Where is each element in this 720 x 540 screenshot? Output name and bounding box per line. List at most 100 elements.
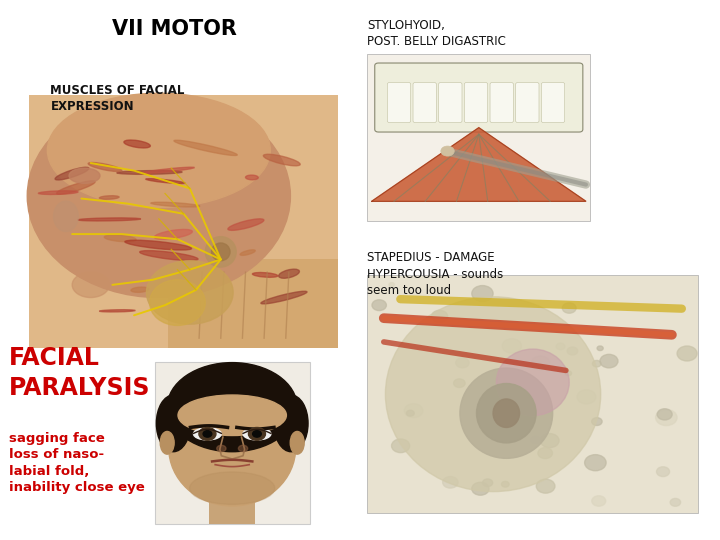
- Ellipse shape: [27, 94, 290, 298]
- Circle shape: [502, 339, 521, 353]
- Ellipse shape: [99, 310, 135, 312]
- Ellipse shape: [246, 175, 258, 180]
- Ellipse shape: [117, 171, 182, 174]
- FancyBboxPatch shape: [29, 94, 338, 348]
- Text: MUSCLES OF FACIAL
EXPRESSION: MUSCLES OF FACIAL EXPRESSION: [50, 84, 185, 113]
- Ellipse shape: [168, 389, 296, 506]
- Ellipse shape: [205, 237, 236, 267]
- Ellipse shape: [48, 93, 270, 207]
- Ellipse shape: [240, 250, 255, 255]
- Ellipse shape: [189, 472, 275, 504]
- Circle shape: [540, 434, 559, 448]
- Circle shape: [372, 300, 387, 310]
- Ellipse shape: [131, 287, 149, 292]
- Ellipse shape: [441, 146, 454, 156]
- FancyBboxPatch shape: [209, 495, 256, 524]
- Circle shape: [670, 498, 680, 507]
- Circle shape: [203, 430, 212, 437]
- Circle shape: [431, 310, 448, 322]
- Ellipse shape: [57, 181, 95, 194]
- Ellipse shape: [212, 243, 230, 261]
- Circle shape: [656, 409, 677, 426]
- Circle shape: [482, 479, 492, 487]
- Circle shape: [531, 436, 541, 444]
- FancyBboxPatch shape: [490, 83, 513, 123]
- FancyBboxPatch shape: [438, 83, 462, 123]
- Circle shape: [565, 371, 572, 376]
- Circle shape: [456, 357, 469, 368]
- Circle shape: [404, 403, 423, 417]
- Circle shape: [248, 428, 266, 440]
- Circle shape: [536, 479, 555, 493]
- FancyBboxPatch shape: [367, 54, 590, 221]
- Ellipse shape: [55, 167, 89, 180]
- Circle shape: [199, 428, 216, 440]
- Text: FACIAL
PARALYSIS: FACIAL PARALYSIS: [9, 346, 150, 400]
- Ellipse shape: [125, 240, 192, 250]
- Ellipse shape: [290, 431, 304, 454]
- Circle shape: [472, 482, 489, 495]
- FancyBboxPatch shape: [367, 275, 698, 513]
- Ellipse shape: [238, 445, 248, 451]
- Circle shape: [501, 481, 509, 487]
- Ellipse shape: [178, 395, 287, 435]
- Circle shape: [454, 379, 465, 388]
- Ellipse shape: [143, 167, 194, 173]
- Circle shape: [472, 286, 493, 301]
- Circle shape: [593, 360, 601, 367]
- FancyBboxPatch shape: [168, 260, 338, 348]
- Ellipse shape: [167, 363, 297, 451]
- Ellipse shape: [156, 395, 190, 451]
- Ellipse shape: [194, 428, 221, 440]
- Ellipse shape: [477, 383, 536, 443]
- Ellipse shape: [104, 235, 136, 242]
- Circle shape: [677, 346, 697, 361]
- Circle shape: [406, 410, 414, 416]
- Text: STAPEDIUS - DAMAGE
HYPERCOUSIA - sounds
seem too loud: STAPEDIUS - DAMAGE HYPERCOUSIA - sounds …: [367, 251, 503, 297]
- Ellipse shape: [150, 280, 205, 326]
- Ellipse shape: [264, 154, 300, 166]
- Ellipse shape: [385, 297, 600, 491]
- Ellipse shape: [146, 179, 185, 184]
- Ellipse shape: [274, 395, 308, 451]
- Circle shape: [597, 346, 603, 350]
- Polygon shape: [372, 127, 586, 201]
- Ellipse shape: [279, 269, 300, 278]
- Circle shape: [585, 455, 606, 471]
- Circle shape: [567, 347, 578, 355]
- Ellipse shape: [161, 431, 174, 454]
- Ellipse shape: [124, 140, 150, 148]
- Ellipse shape: [217, 445, 226, 451]
- Circle shape: [657, 467, 670, 477]
- Circle shape: [531, 356, 550, 370]
- Circle shape: [443, 476, 458, 488]
- FancyBboxPatch shape: [516, 83, 539, 123]
- Circle shape: [562, 303, 576, 313]
- Ellipse shape: [261, 291, 307, 304]
- Ellipse shape: [53, 201, 78, 232]
- Text: STYLOHYOID,
POST. BELLY DIGASTRIC: STYLOHYOID, POST. BELLY DIGASTRIC: [367, 19, 506, 49]
- Circle shape: [538, 448, 552, 458]
- Ellipse shape: [146, 261, 233, 324]
- Ellipse shape: [78, 218, 140, 221]
- FancyBboxPatch shape: [374, 63, 583, 132]
- Ellipse shape: [174, 140, 237, 156]
- Text: sagging face
loss of naso-
labial fold,
inability close eye: sagging face loss of naso- labial fold, …: [9, 432, 145, 495]
- Ellipse shape: [88, 163, 122, 172]
- Circle shape: [253, 430, 261, 437]
- Circle shape: [392, 439, 410, 453]
- Ellipse shape: [154, 230, 192, 239]
- Ellipse shape: [99, 195, 119, 199]
- Ellipse shape: [140, 251, 198, 260]
- Circle shape: [577, 390, 596, 404]
- Ellipse shape: [38, 191, 78, 194]
- Text: VII MOTOR: VII MOTOR: [112, 19, 236, 39]
- Circle shape: [592, 496, 606, 506]
- FancyBboxPatch shape: [413, 83, 436, 123]
- Ellipse shape: [253, 273, 278, 278]
- Circle shape: [600, 354, 618, 368]
- Circle shape: [389, 282, 395, 287]
- Circle shape: [556, 343, 565, 350]
- Ellipse shape: [72, 272, 109, 298]
- Ellipse shape: [493, 399, 520, 428]
